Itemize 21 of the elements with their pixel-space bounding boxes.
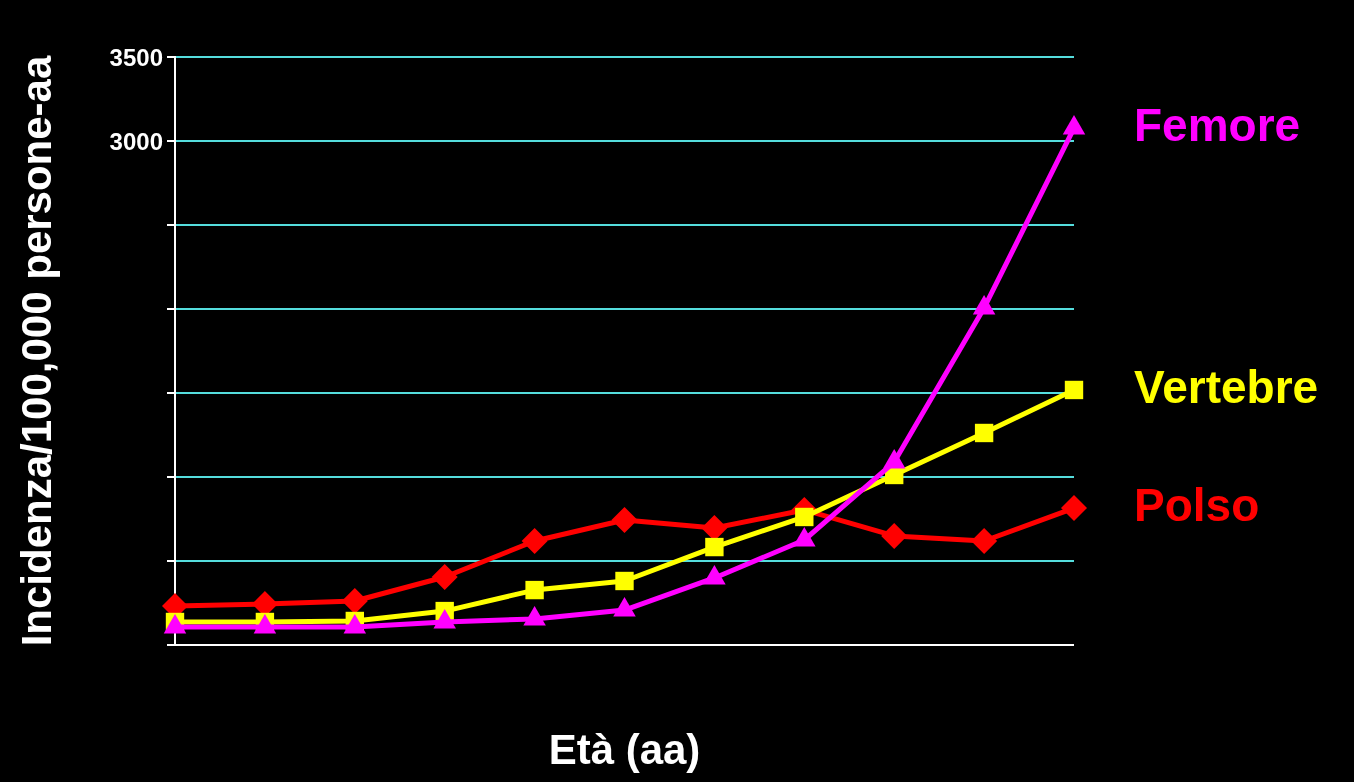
point <box>795 507 814 527</box>
y-tick-label: 3500 <box>109 43 163 71</box>
point <box>971 528 998 555</box>
point <box>525 580 544 600</box>
point <box>705 537 724 557</box>
x-axis-title: Età (aa) <box>548 726 701 774</box>
point <box>974 423 994 443</box>
point <box>881 522 908 549</box>
point <box>521 528 548 555</box>
series-label: Femore <box>1134 98 1301 151</box>
y-tick-label: 3000 <box>109 127 163 155</box>
y-axis-title: Incidenza/100,000 persone-aa <box>12 55 60 647</box>
point <box>341 587 368 614</box>
point <box>611 507 638 534</box>
point <box>1061 495 1087 522</box>
point <box>1064 380 1084 400</box>
point <box>1062 115 1086 135</box>
series-label: Polso <box>1134 478 1260 531</box>
point <box>431 563 458 590</box>
series-label: Vertebre <box>1134 360 1319 413</box>
point <box>615 571 634 591</box>
